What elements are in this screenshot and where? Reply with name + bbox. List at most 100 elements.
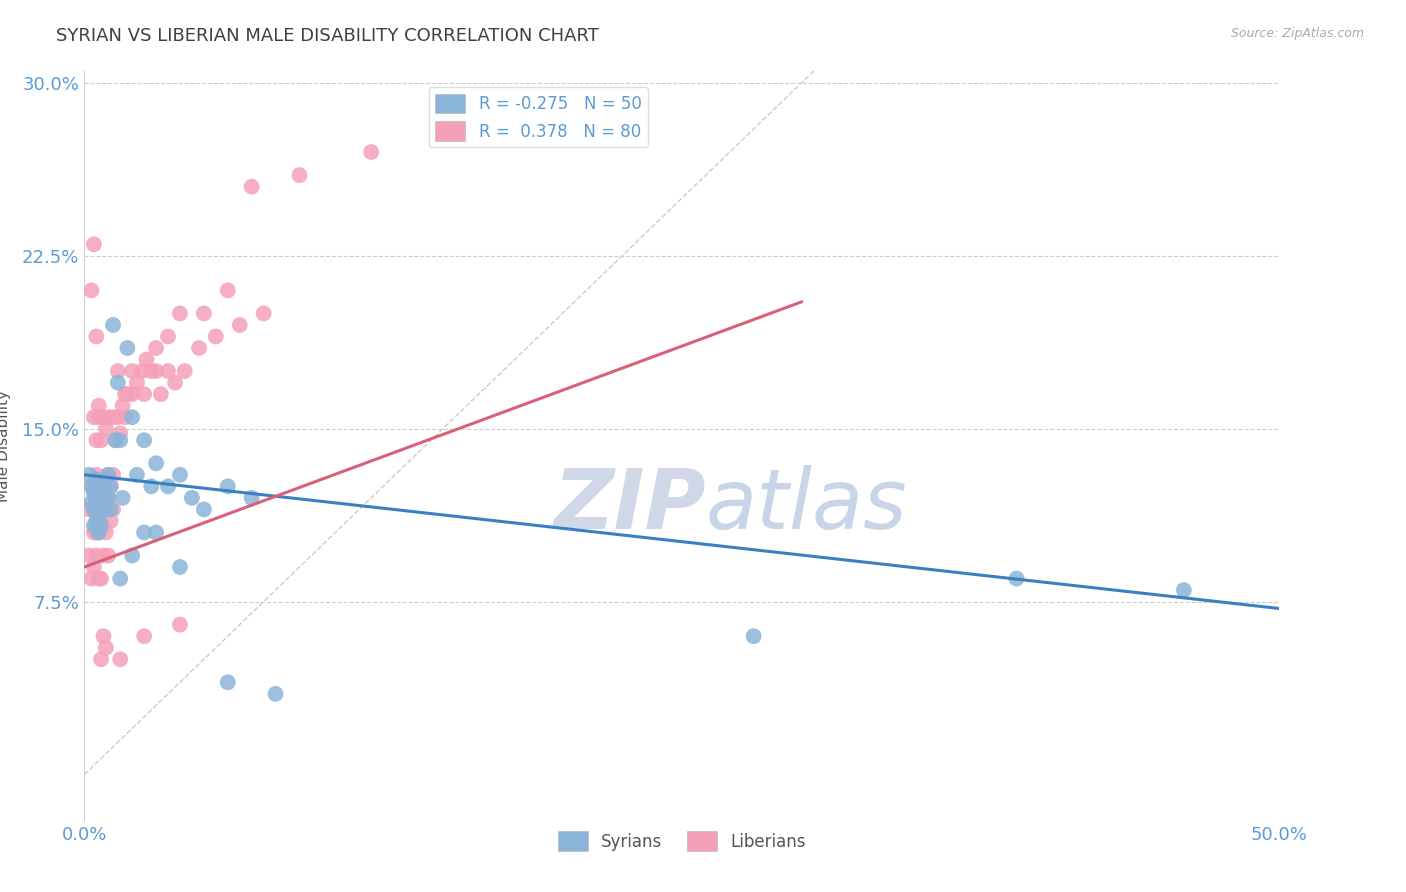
Point [90, 491, 112, 505]
Point [83, 518, 105, 533]
Point [111, 399, 134, 413]
Point [165, 376, 187, 390]
Point [132, 629, 156, 643]
Point [181, 491, 204, 505]
Point [121, 549, 143, 563]
Point [101, 502, 124, 516]
Point [86, 472, 108, 486]
Point [94, 479, 117, 493]
Point [135, 352, 157, 367]
Point [145, 364, 167, 378]
Point [90, 652, 112, 666]
Point [173, 364, 195, 378]
Text: ZIP: ZIP [553, 466, 706, 547]
Point [145, 456, 167, 470]
Point [97, 491, 120, 505]
Point [83, 237, 105, 252]
Point [93, 549, 115, 563]
Point [125, 467, 148, 482]
Point [240, 491, 263, 505]
Point [100, 502, 122, 516]
Point [87, 525, 110, 540]
Point [145, 341, 167, 355]
Point [83, 486, 105, 500]
Text: atlas: atlas [706, 466, 907, 547]
Point [240, 179, 263, 194]
Point [90, 495, 112, 509]
Point [83, 525, 105, 540]
Point [90, 491, 112, 505]
Point [86, 434, 108, 448]
Point [114, 387, 136, 401]
Point [742, 629, 765, 643]
Point [110, 572, 132, 586]
Point [131, 364, 153, 378]
Point [121, 364, 143, 378]
Point [141, 479, 163, 493]
Point [101, 410, 124, 425]
Point [193, 306, 215, 320]
Point [94, 495, 117, 509]
Point [217, 479, 239, 493]
Point [80, 284, 103, 298]
Point [132, 387, 156, 401]
Point [97, 467, 120, 482]
Point [360, 145, 382, 159]
Point [93, 479, 115, 493]
Text: SYRIAN VS LIBERIAN MALE DISABILITY CORRELATION CHART: SYRIAN VS LIBERIAN MALE DISABILITY CORRE… [56, 27, 599, 45]
Point [94, 472, 117, 486]
Point [157, 479, 180, 493]
Point [87, 479, 110, 493]
Point [110, 434, 132, 448]
Point [93, 502, 115, 516]
Point [193, 502, 215, 516]
Point [125, 376, 148, 390]
Point [83, 502, 105, 516]
Point [104, 434, 127, 448]
Point [117, 341, 139, 355]
Point [117, 387, 139, 401]
Point [101, 318, 124, 332]
Point [87, 572, 110, 586]
Point [110, 426, 132, 441]
Point [94, 525, 117, 540]
Point [100, 479, 122, 493]
Point [94, 640, 117, 655]
Point [97, 467, 120, 482]
Point [87, 410, 110, 425]
Point [110, 652, 132, 666]
Point [86, 467, 108, 482]
Point [111, 491, 134, 505]
Point [169, 560, 191, 574]
Point [121, 410, 143, 425]
Legend: Syrians, Liberians: Syrians, Liberians [551, 825, 813, 857]
Point [104, 434, 127, 448]
Point [80, 495, 103, 509]
Point [86, 514, 108, 528]
Point [87, 502, 110, 516]
Point [80, 479, 103, 493]
Point [80, 479, 103, 493]
Point [77, 467, 100, 482]
Point [1005, 572, 1028, 586]
Point [132, 525, 156, 540]
Point [157, 329, 180, 343]
Point [97, 549, 120, 563]
Point [169, 306, 191, 320]
Point [87, 399, 110, 413]
Point [217, 675, 239, 690]
Point [90, 434, 112, 448]
Point [87, 525, 110, 540]
Point [1173, 583, 1195, 598]
Point [86, 491, 108, 505]
Point [101, 467, 124, 482]
Point [188, 341, 211, 355]
Point [93, 486, 115, 500]
Point [288, 168, 311, 182]
Point [77, 502, 100, 516]
Text: Source: ZipAtlas.com: Source: ZipAtlas.com [1230, 27, 1364, 40]
Point [93, 410, 115, 425]
Point [77, 549, 100, 563]
Point [141, 364, 163, 378]
Point [107, 410, 129, 425]
